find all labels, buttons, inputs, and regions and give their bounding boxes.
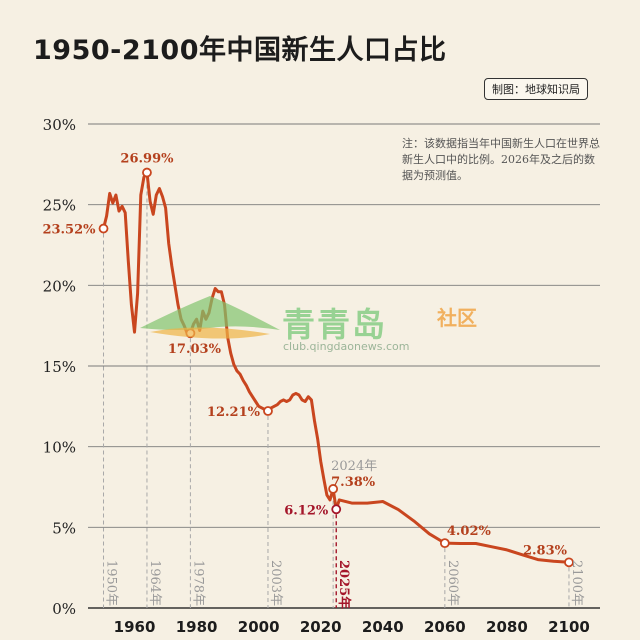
credit-badge: 制图：地球知识局 xyxy=(484,78,588,100)
y-tick-label: 20% xyxy=(43,277,76,295)
y-tick-label: 30% xyxy=(43,116,76,134)
y-tick-label: 15% xyxy=(43,358,76,376)
year-label: 1978年 xyxy=(190,560,205,606)
year-label: 2024年 xyxy=(331,459,377,474)
year-label: 2060年 xyxy=(445,560,460,606)
value-label: 2.83% xyxy=(523,543,568,558)
watermark-url: club.qingdaonews.com xyxy=(283,340,410,353)
x-tick-label: 2020 xyxy=(300,618,342,636)
watermark-brand: 青青岛 xyxy=(282,305,387,344)
x-tick-label: 2080 xyxy=(486,618,528,636)
value-label: 17.03% xyxy=(168,342,222,357)
x-tick-label: 2100 xyxy=(548,618,590,636)
y-tick-label: 25% xyxy=(43,197,76,215)
watermark-sub: 社区 xyxy=(437,306,477,330)
value-label: 6.12% xyxy=(284,503,329,518)
chart-title: 1950-2100年中国新生人口占比 xyxy=(33,35,447,66)
y-tick-label: 0% xyxy=(52,600,76,618)
x-tick-layer: 1960 1980 2000 2020 2040 2060 2080 2100 xyxy=(114,618,590,636)
data-point-marker xyxy=(98,223,109,234)
value-label: 7.38% xyxy=(331,475,376,490)
annotation-layer: 23.52% 1950年 26.99% 1964年 17.03% 1978年 12.21% 2… xyxy=(42,152,584,610)
y-tick-label: 5% xyxy=(52,519,76,537)
year-label: 2100年 xyxy=(569,560,584,606)
y-tick-layer: 0% 5% 10% 15% 20% 25% 30% xyxy=(43,116,76,618)
data-point-marker xyxy=(564,557,574,568)
value-label: 23.52% xyxy=(42,223,96,238)
chart-note: 注：该数据指当年中国新生人口在世界总新生人口中的比例。2026年及之后的数据为预… xyxy=(402,137,600,182)
year-label: 2025年 xyxy=(336,560,352,609)
x-tick-label: 2040 xyxy=(362,618,404,636)
value-label: 12.21% xyxy=(207,405,261,420)
series-line xyxy=(102,171,571,564)
x-tick-label: 2000 xyxy=(238,618,280,636)
x-tick-label: 2060 xyxy=(424,618,466,636)
drop-line-layer xyxy=(103,177,570,608)
year-label: 2003年 xyxy=(268,560,283,606)
year-label: 1964年 xyxy=(147,560,162,606)
data-point-marker xyxy=(185,328,196,339)
grid-layer xyxy=(88,123,600,609)
data-point-marker xyxy=(263,406,273,416)
data-point-marker xyxy=(331,504,342,515)
x-tick-label: 1960 xyxy=(114,618,156,636)
y-tick-label: 10% xyxy=(43,439,76,457)
data-point-marker xyxy=(142,167,152,178)
x-tick-label: 1980 xyxy=(176,618,218,636)
value-label: 4.02% xyxy=(447,524,492,539)
year-label: 1950年 xyxy=(104,560,119,606)
data-point-marker xyxy=(439,538,450,549)
value-label: 26.99% xyxy=(120,152,174,167)
data-point-marker xyxy=(328,484,339,494)
